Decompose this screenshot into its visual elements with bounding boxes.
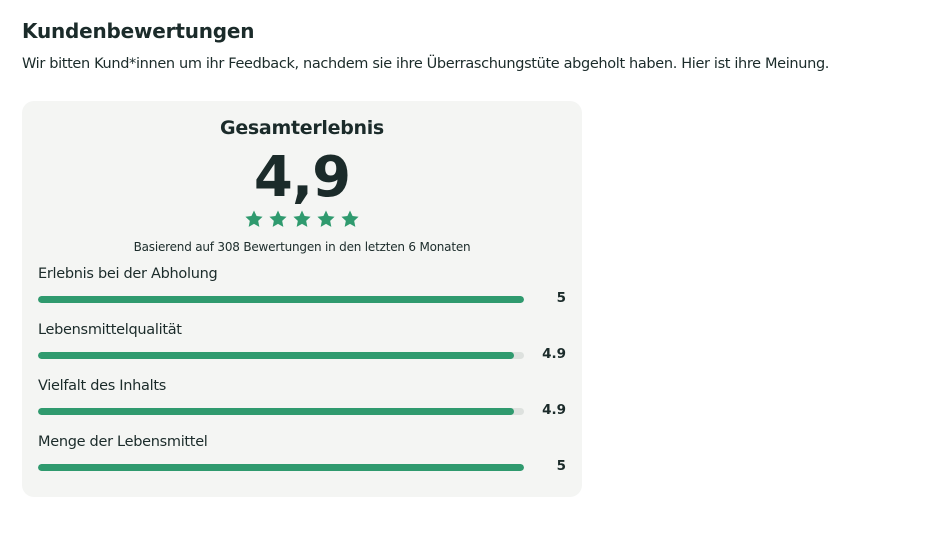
star-icon	[341, 210, 359, 227]
rating-bar-fill	[38, 408, 515, 415]
rating-label: Menge der Lebensmittel	[38, 434, 208, 450]
rating-bar-fill	[38, 352, 515, 359]
star-icon	[269, 210, 287, 227]
rating-label: Vielfalt des Inhalts	[38, 378, 166, 394]
star-icon	[317, 210, 335, 227]
rating-bar-fill	[38, 296, 524, 303]
rating-bar-track	[38, 296, 524, 303]
rating-bar-track	[38, 408, 524, 415]
star-icon	[293, 210, 311, 227]
rating-summary-card: Gesamterlebnis 4,9 Basierend auf 308 Bew…	[22, 101, 582, 497]
rating-value: 5	[556, 290, 566, 306]
rating-label: Lebensmittelqualität	[38, 322, 182, 338]
section-subtitle: Wir bitten Kund*innen um ihr Feedback, n…	[22, 56, 830, 72]
rating-label: Erlebnis bei der Abholung	[38, 266, 218, 282]
rating-bar-fill	[38, 464, 524, 471]
star-rating	[22, 209, 582, 231]
rating-row-food-quality: Lebensmittelqualität 4.9	[38, 322, 566, 366]
rating-value: 5	[556, 458, 566, 474]
overall-score: 4,9	[253, 145, 351, 210]
rating-value: 4.9	[542, 402, 566, 418]
rating-row-pickup: Erlebnis bei der Abholung 5	[38, 266, 566, 310]
rating-bar-track	[38, 352, 524, 359]
rating-value: 4.9	[542, 346, 566, 362]
overall-heading: Gesamterlebnis	[220, 117, 384, 139]
rating-bar-track	[38, 464, 524, 471]
rating-row-variety: Vielfalt des Inhalts 4.9	[38, 378, 566, 422]
section-title: Kundenbewertungen	[22, 19, 255, 43]
review-count-note: Basierend auf 308 Bewertungen in den let…	[133, 240, 471, 254]
star-icon	[245, 210, 263, 227]
rating-row-quantity: Menge der Lebensmittel 5	[38, 434, 566, 478]
